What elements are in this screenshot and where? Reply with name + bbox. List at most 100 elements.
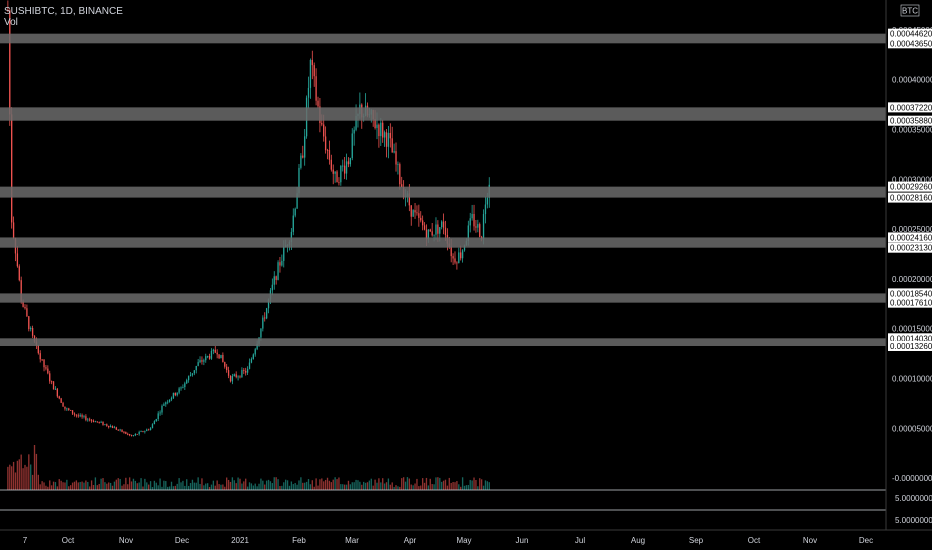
candle-body xyxy=(163,404,165,406)
volume-bar xyxy=(265,480,268,490)
volume-bar xyxy=(414,483,416,490)
candle-body xyxy=(9,10,11,115)
candle-body xyxy=(399,164,401,185)
volume-bar xyxy=(482,485,485,490)
candle-body xyxy=(184,383,186,388)
volume-bar xyxy=(461,477,464,490)
volume-bar xyxy=(43,482,45,490)
candle-body xyxy=(250,358,253,363)
candle-body xyxy=(69,410,72,411)
time-tick-label: May xyxy=(456,536,471,545)
volume-bar xyxy=(191,479,194,490)
candle-body xyxy=(324,136,327,151)
volume-bar xyxy=(433,484,435,490)
volume-bar xyxy=(359,481,361,490)
volume-bar xyxy=(456,481,458,490)
candle-body xyxy=(442,221,445,228)
candle-body xyxy=(275,276,277,280)
volume-bar xyxy=(361,484,363,490)
candle-body xyxy=(117,429,119,431)
candle-body xyxy=(254,349,256,355)
candle-body xyxy=(454,258,456,263)
candle-body xyxy=(435,224,437,235)
candle-body xyxy=(338,182,340,184)
candle-body xyxy=(351,133,353,159)
volume-bar xyxy=(149,481,152,490)
volume-bar xyxy=(172,486,175,490)
volume-bar xyxy=(222,484,224,490)
candle-body xyxy=(11,114,13,223)
volume-bar xyxy=(269,481,272,490)
volume-bar xyxy=(264,484,266,490)
volume-bar xyxy=(328,480,331,490)
candle-body xyxy=(382,122,384,138)
volume-bar xyxy=(134,480,137,490)
candle-body xyxy=(31,327,34,336)
volume-bar xyxy=(246,486,249,490)
volume-bar xyxy=(165,481,167,490)
price-axis[interactable]: 0.000450000.000400000.000350000.00030000… xyxy=(892,26,932,483)
candle-body xyxy=(100,421,102,423)
candle-body xyxy=(83,416,85,418)
volume-bar xyxy=(193,482,196,490)
candle-body xyxy=(226,366,228,371)
candle-body xyxy=(486,197,489,205)
candle-body xyxy=(123,431,125,433)
candle-body xyxy=(79,415,81,417)
volume-bar xyxy=(395,485,397,490)
volume-bar xyxy=(408,478,411,490)
price-tick-label: 0.00010000 xyxy=(892,374,932,383)
volume-bar xyxy=(364,482,367,490)
candle-body xyxy=(353,129,355,134)
zone-band xyxy=(0,338,886,346)
volume-bar xyxy=(176,483,178,490)
volume-bar xyxy=(479,478,481,490)
candle-body xyxy=(109,426,112,428)
volume-bar xyxy=(418,486,420,490)
candle-body xyxy=(321,123,323,125)
volume-bar xyxy=(452,481,454,490)
volume-bar xyxy=(94,477,97,490)
candle-body xyxy=(281,260,283,266)
candle-body xyxy=(450,246,452,257)
volume-bar xyxy=(106,483,108,490)
volume-bar xyxy=(56,486,59,490)
candle-body xyxy=(108,425,110,428)
candle-body xyxy=(199,360,201,363)
volume-bar xyxy=(148,484,150,490)
symbol-title[interactable]: SUSHIBTC, 1D, BINANCE xyxy=(4,6,123,17)
volume-bar xyxy=(180,482,182,490)
time-tick-label: Dec xyxy=(859,536,873,545)
volume-bar xyxy=(130,481,133,490)
candle-body xyxy=(330,159,332,170)
candle-body xyxy=(458,252,460,263)
time-tick-label: Oct xyxy=(62,536,75,545)
candle-body xyxy=(423,225,426,230)
candle-body xyxy=(296,193,298,209)
volume-label[interactable]: Vol xyxy=(4,17,18,28)
candle-body xyxy=(172,392,175,398)
currency-badge[interactable]: BTC xyxy=(902,7,918,16)
volume-bar xyxy=(92,484,95,490)
time-axis[interactable]: 7 Oct Nov Dec 2021 Feb Mar Apr May Jun Jul Aug Sep Oc… xyxy=(23,536,873,545)
volume-bar xyxy=(473,477,475,490)
candle-body xyxy=(142,431,144,433)
candle-body xyxy=(98,422,100,423)
candle-body xyxy=(201,360,203,362)
volume-bar xyxy=(330,482,332,490)
candle-body xyxy=(134,433,137,436)
level-label: 0.00043650 xyxy=(890,39,932,48)
volume-bar xyxy=(199,483,201,490)
volume-bar xyxy=(262,480,264,490)
volume-bars xyxy=(7,444,490,490)
candle-body xyxy=(273,276,275,285)
volume-bar xyxy=(402,477,405,490)
candle-body xyxy=(208,356,211,359)
price-tick-label: 0.00020000 xyxy=(892,275,932,284)
volume-bar xyxy=(304,482,306,490)
candle-body xyxy=(104,424,106,426)
volume-bar xyxy=(203,485,205,490)
